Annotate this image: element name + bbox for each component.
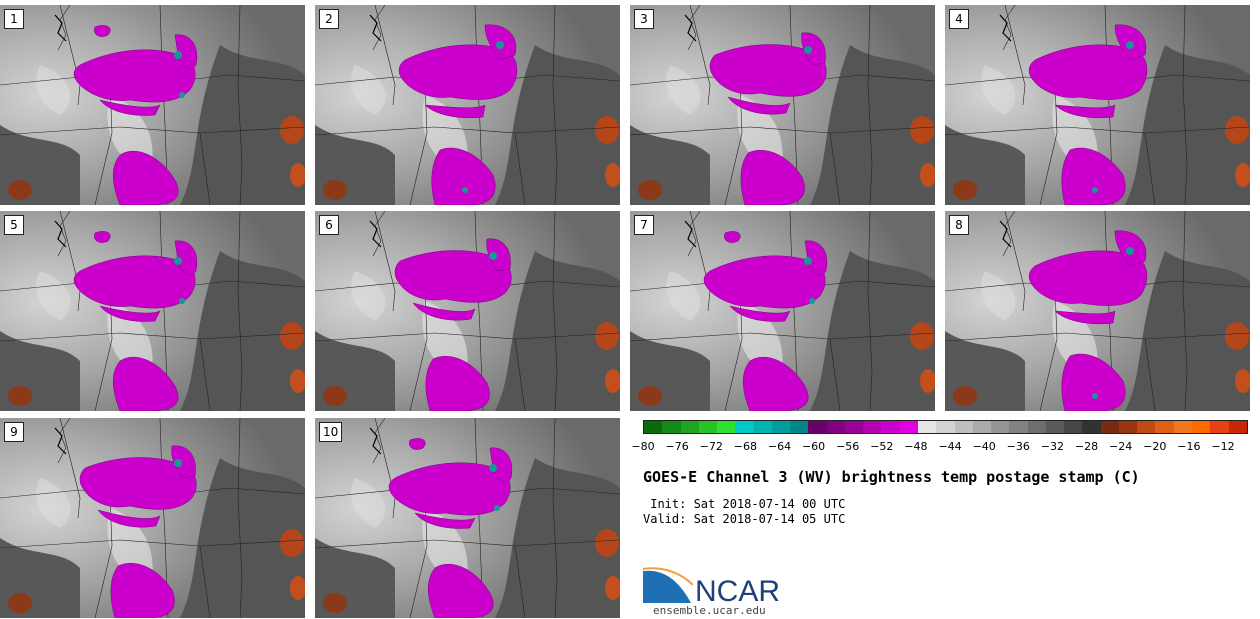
- wv-map-4: [945, 5, 1250, 205]
- colorbar-segment: [1100, 421, 1119, 433]
- stamp-panel-6: 6: [315, 211, 620, 411]
- site-url: ensemble.ucar.edu: [653, 604, 766, 617]
- colorbar-tick-label: −52: [870, 440, 894, 453]
- colorbar-segment: [1082, 421, 1101, 433]
- stamp-panel-10: 10: [315, 418, 620, 618]
- colorbar-tick-label: −24: [1109, 440, 1133, 453]
- colorbar-tick-label: −80: [631, 440, 655, 453]
- colorbar-segment: [1155, 421, 1174, 433]
- stamp-panel-5: 5: [0, 211, 305, 411]
- stamp-panel-7: 7: [630, 211, 935, 411]
- colorbar-tick-label: −36: [1006, 440, 1030, 453]
- init-time: Init: Sat 2018-07-14 00 UTC: [643, 497, 846, 511]
- colorbar-tick-label: −16: [1177, 440, 1201, 453]
- ncar-logo: NCAR: [643, 567, 780, 607]
- colorbar-segment: [1118, 421, 1138, 433]
- colorbar-segment: [771, 421, 791, 433]
- colorbar-tick-label: −44: [938, 440, 962, 453]
- colorbar-segment: [826, 421, 845, 433]
- colorbar: [643, 420, 1248, 434]
- colorbar-segment: [972, 421, 992, 433]
- colorbar-tick-label: −12: [1211, 440, 1235, 453]
- panel-number: 8: [949, 215, 969, 235]
- colorbar-tick-label: −76: [665, 440, 689, 453]
- colorbar-tick-label: −64: [767, 440, 792, 453]
- colorbar-tick-label: −20: [1143, 440, 1167, 453]
- wv-map-9: [0, 418, 305, 618]
- panel-number: 10: [319, 422, 343, 442]
- colorbar-tick-label: −72: [699, 440, 723, 453]
- colorbar-segment: [881, 421, 900, 433]
- panel-number: 9: [4, 422, 24, 442]
- colorbar-segment: [662, 421, 681, 433]
- ncar-logo-text: NCAR: [695, 575, 780, 607]
- colorbar-segment: [863, 421, 882, 433]
- colorbar-segment: [808, 421, 827, 433]
- wv-map-3: [630, 5, 935, 205]
- stamp-panel-9: 9: [0, 418, 305, 618]
- colorbar-segment: [735, 421, 754, 433]
- colorbar-segment: [644, 421, 663, 433]
- colorbar-tick-label: −60: [801, 440, 826, 453]
- stamp-panel-8: 8: [945, 211, 1250, 411]
- colorbar-tick-label: −40: [972, 440, 996, 453]
- colorbar-segment: [1191, 421, 1211, 433]
- colorbar-segment: [936, 421, 955, 433]
- panel-number: 2: [319, 9, 339, 29]
- colorbar-segment: [991, 421, 1010, 433]
- panel-number: 7: [634, 215, 654, 235]
- colorbar-segment: [1027, 421, 1046, 433]
- colorbar-segment: [1173, 421, 1192, 433]
- colorbar-segment: [698, 421, 718, 433]
- panel-number: 4: [949, 9, 969, 29]
- colorbar-segment: [917, 421, 937, 433]
- colorbar-segment: [1228, 421, 1247, 433]
- colorbar-segment: [1045, 421, 1065, 433]
- panel-number: 1: [4, 9, 24, 29]
- colorbar-segment: [790, 421, 809, 433]
- wv-map-6: [315, 211, 620, 411]
- colorbar-segment: [717, 421, 736, 433]
- stamp-panel-2: 2: [315, 5, 620, 205]
- wv-map-1: [0, 5, 305, 205]
- stamp-panel-1: 1: [0, 5, 305, 205]
- wv-map-8: [945, 211, 1250, 411]
- colorbar-tick-label: −56: [836, 440, 860, 453]
- colorbar-segment: [680, 421, 699, 433]
- colorbar-segment: [899, 421, 918, 433]
- stamp-panel-4: 4: [945, 5, 1250, 205]
- wv-map-7: [630, 211, 935, 411]
- colorbar-tick-label: −28: [1074, 440, 1099, 453]
- colorbar-tick-label: −32: [1040, 440, 1065, 453]
- wv-map-2: [315, 5, 620, 205]
- colorbar-segment: [954, 421, 973, 433]
- valid-time: Valid: Sat 2018-07-14 05 UTC: [643, 512, 846, 526]
- panel-number: 5: [4, 215, 24, 235]
- colorbar-tick-label: −48: [904, 440, 928, 453]
- colorbar-segment: [1137, 421, 1156, 433]
- colorbar-segment: [1009, 421, 1028, 433]
- panel-number: 3: [634, 9, 654, 29]
- wv-map-10: [315, 418, 620, 618]
- colorbar-segment: [753, 421, 772, 433]
- colorbar-segment: [1064, 421, 1083, 433]
- colorbar-segment: [1210, 421, 1229, 433]
- colorbar-ticks: −80 −76 −72 −68 −64 −60 −56 −52 −48 −44 −40 −36 −32−…: [631, 440, 1258, 456]
- stamp-panel-3: 3: [630, 5, 935, 205]
- colorbar-segment: [844, 421, 864, 433]
- wv-map-5: [0, 211, 305, 411]
- plot-title: GOES-E Channel 3 (WV) brightness temp po…: [643, 468, 1140, 486]
- colorbar-tick-label: −68: [733, 440, 757, 453]
- panel-number: 6: [319, 215, 339, 235]
